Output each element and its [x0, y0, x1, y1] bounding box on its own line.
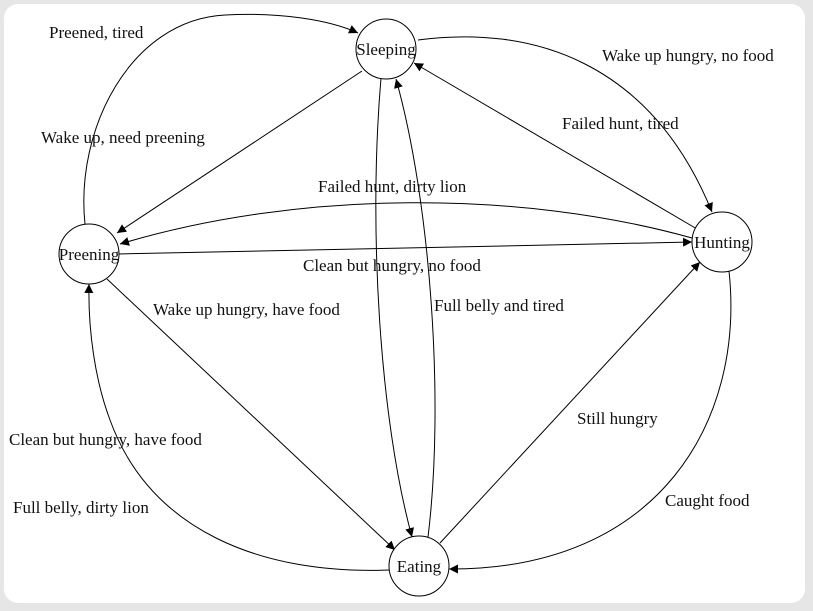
state-label-eating: Eating [397, 557, 442, 576]
edge-label-wake-up-hungry-no-food: Wake up hungry, no food [602, 46, 774, 65]
edge-hunting-to-preening [119, 202, 693, 246]
edge-preening-to-sleeping [83, 13, 359, 225]
state-label-hunting: Hunting [694, 233, 750, 252]
edge-label-wake-up-need-preening: Wake up, need preening [41, 128, 205, 147]
state-node-eating[interactable]: Eating [388, 535, 450, 597]
edge-label-caught-food: Caught food [665, 491, 750, 510]
state-diagram-canvas: Preened, tired Wake up, need preening Wa… [4, 4, 805, 603]
edge-label-preened-tired: Preened, tired [49, 23, 144, 42]
edge-label-still-hungry: Still hungry [577, 409, 658, 428]
edge-preening-to-hunting [117, 237, 693, 255]
edge-preening-to-eating [106, 278, 396, 551]
edge-label-failed-hunt-tired: Failed hunt, tired [562, 114, 679, 133]
state-node-hunting[interactable]: Hunting [691, 211, 753, 273]
edge-sleeping-to-hunting [417, 36, 713, 213]
state-node-sleeping[interactable]: Sleeping [355, 18, 417, 80]
edge-sleeping-to-preening [116, 70, 363, 234]
state-diagram: Preened, tired Wake up, need preening Wa… [9, 13, 774, 597]
edge-hunting-to-eating [448, 270, 732, 574]
edge-sleeping-to-eating [375, 77, 414, 538]
edge-eating-to-preening [84, 283, 391, 571]
state-label-preening: Preening [59, 245, 120, 264]
edge-label-clean-but-hungry-have-food: Clean but hungry, have food [9, 430, 202, 449]
edge-label-clean-but-hungry-no-food: Clean but hungry, no food [303, 256, 481, 275]
edge-label-full-belly-and-tired: Full belly and tired [434, 296, 564, 315]
state-node-preening[interactable]: Preening [58, 223, 120, 285]
state-label-sleeping: Sleeping [356, 40, 416, 59]
edge-label-wake-up-hungry-have-food: Wake up hungry, have food [153, 300, 340, 319]
edge-eating-to-hunting [439, 261, 701, 544]
edge-label-failed-hunt-dirty-lion: Failed hunt, dirty lion [318, 177, 467, 196]
edge-label-full-belly-dirty-lion: Full belly, dirty lion [13, 498, 149, 517]
edge-eating-to-sleeping [394, 78, 436, 538]
edge-hunting-to-sleeping [413, 62, 698, 230]
